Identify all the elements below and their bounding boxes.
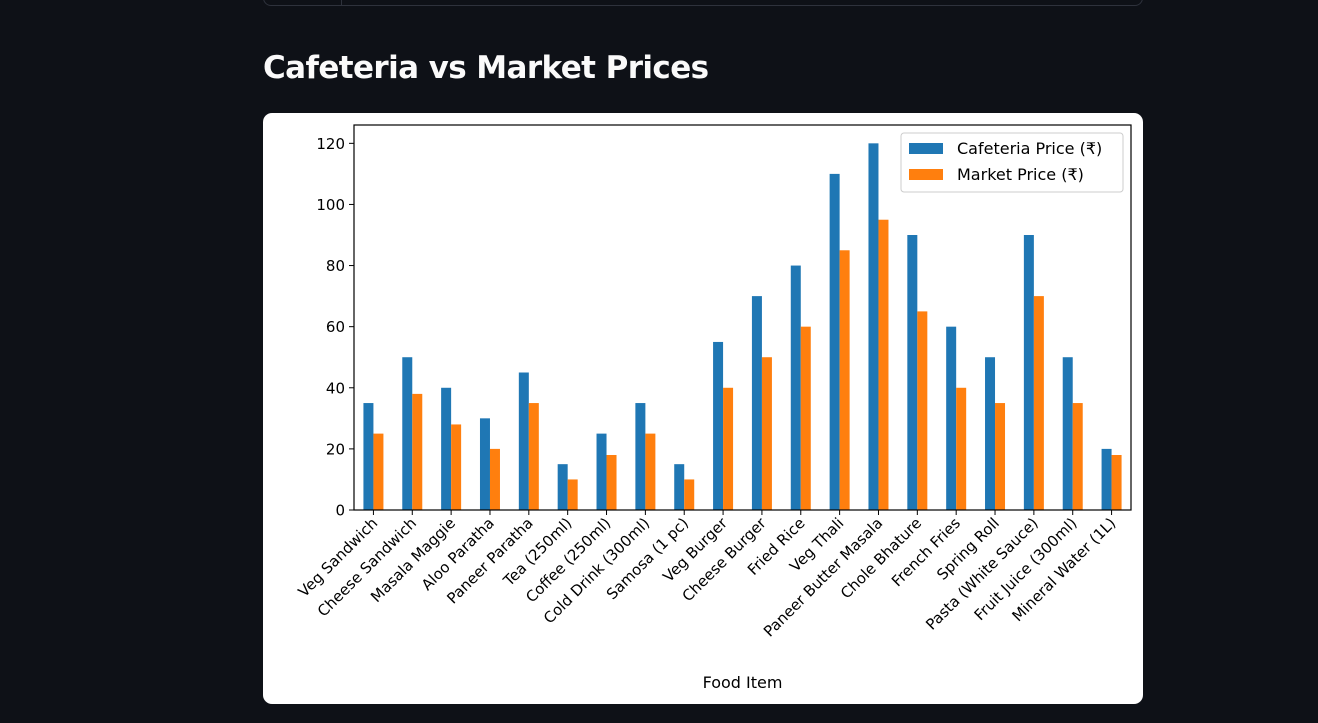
bar-cafeteria-13 — [868, 143, 879, 511]
bar-cafeteria-14 — [907, 235, 918, 510]
y-tick-label-1: 20 — [326, 440, 345, 458]
legend-swatch-0 — [909, 143, 943, 154]
bar-cafeteria-1 — [402, 357, 413, 510]
bar-market-4 — [528, 403, 539, 510]
legend-label-1: Market Price (₹) — [957, 165, 1084, 184]
bar-cafeteria-0 — [363, 403, 374, 510]
bar-market-15 — [956, 387, 967, 510]
bars-layer — [363, 143, 1122, 511]
bar-cafeteria-5 — [557, 464, 568, 510]
y-tick-label-2: 40 — [326, 379, 345, 397]
bar-cafeteria-17 — [1023, 235, 1034, 510]
bar-market-16 — [995, 403, 1006, 510]
page-title: Cafeteria vs Market Prices — [263, 50, 709, 86]
bar-cafeteria-6 — [596, 433, 607, 510]
bar-market-6 — [606, 455, 617, 510]
bar-market-10 — [761, 357, 772, 510]
bar-market-3 — [489, 448, 500, 510]
bar-market-9 — [723, 387, 734, 510]
bar-cafeteria-12 — [829, 173, 840, 510]
y-tick-label-5: 100 — [316, 196, 345, 214]
bar-market-18 — [1072, 403, 1083, 510]
bar-cafeteria-9 — [713, 341, 724, 510]
chart-card: 0 20 40 60 80 100 120 Veg Sandwich Cheese Sandw… — [263, 113, 1143, 704]
y-tick-label-3: 60 — [326, 318, 345, 336]
bar-cafeteria-4 — [518, 372, 529, 510]
legend-label-0: Cafeteria Price (₹) — [957, 139, 1102, 158]
bar-market-7 — [645, 433, 656, 510]
top-input-field[interactable] — [263, 0, 1143, 6]
legend-swatch-1 — [909, 169, 943, 180]
bar-cafeteria-15 — [946, 326, 957, 510]
bar-market-8 — [684, 479, 695, 510]
bar-market-17 — [1033, 296, 1044, 510]
bar-cafeteria-2 — [441, 387, 452, 510]
y-tick-label-0: 0 — [335, 502, 345, 520]
input-divider — [341, 0, 342, 5]
bar-market-19 — [1111, 455, 1122, 510]
bar-market-14 — [917, 311, 928, 510]
bar-market-12 — [839, 250, 850, 510]
x-axis-label: Food Item — [703, 673, 783, 692]
bar-cafeteria-11 — [790, 265, 801, 510]
y-tick-label-6: 120 — [316, 135, 345, 153]
y-axis-ticks: 0 20 40 60 80 100 120 — [316, 135, 354, 520]
bar-market-0 — [373, 433, 384, 510]
bar-cafeteria-16 — [985, 357, 996, 510]
bar-cafeteria-18 — [1062, 357, 1073, 510]
bar-market-1 — [412, 393, 423, 510]
bar-market-11 — [800, 326, 811, 510]
plot-frame — [353, 124, 1132, 511]
bar-market-5 — [567, 479, 578, 510]
legend: Cafeteria Price (₹) Market Price (₹) — [900, 132, 1124, 193]
bar-cafeteria-7 — [635, 403, 646, 510]
bar-cafeteria-8 — [674, 464, 685, 510]
bar-market-13 — [878, 219, 889, 510]
bar-cafeteria-3 — [479, 418, 490, 510]
bar-cafeteria-10 — [751, 296, 762, 510]
bar-market-2 — [451, 424, 462, 510]
y-tick-label-4: 80 — [326, 257, 345, 275]
bar-cafeteria-19 — [1101, 448, 1112, 510]
legend-box — [900, 132, 1124, 193]
